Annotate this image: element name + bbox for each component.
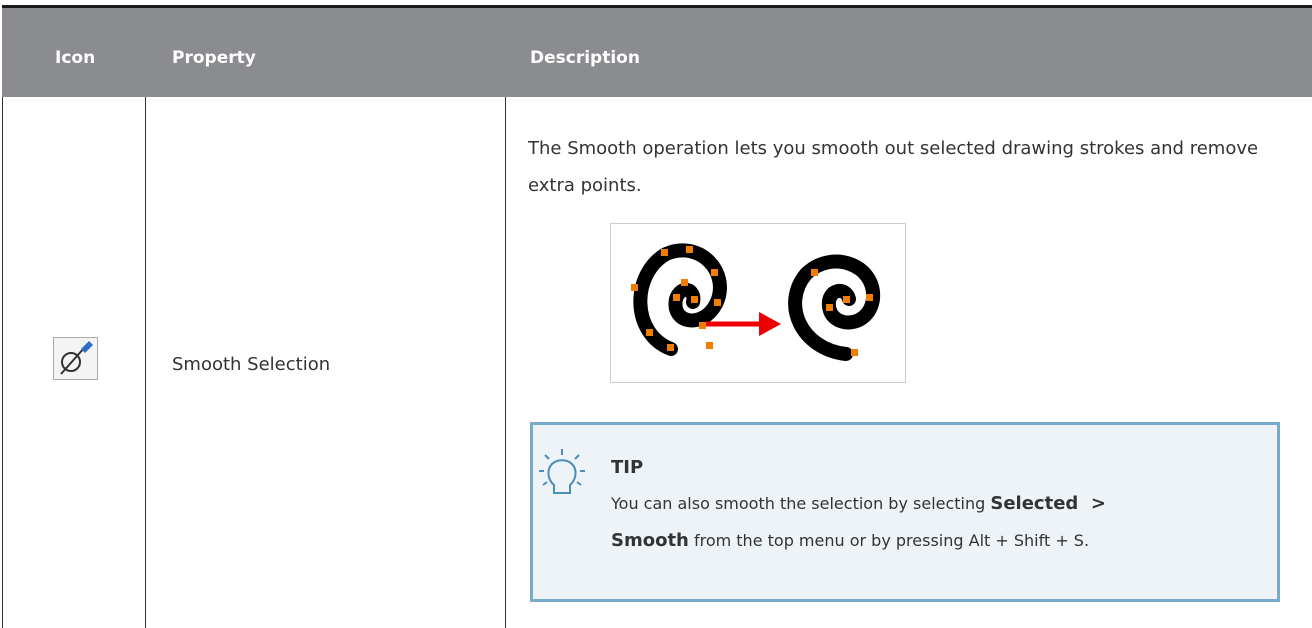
rays — [539, 449, 585, 486]
tip-icon — [539, 449, 585, 494]
column-header: Description — [530, 48, 640, 68]
icon-slash — [60, 346, 86, 375]
tool-icon — [53, 337, 98, 380]
column-header: Property — [172, 48, 256, 68]
tip-text: You can also smooth the selection by sel… — [611, 485, 1211, 559]
table-header: Icon Property Description — [2, 5, 1312, 97]
cell-border — [2, 97, 3, 628]
menu-path: Selected > — [990, 493, 1106, 514]
tip-segment: You can also smooth the selection by sel… — [611, 494, 991, 513]
cell-border — [145, 97, 146, 628]
points — [631, 246, 873, 356]
illustration-art — [631, 243, 881, 361]
spiral-after — [788, 254, 881, 361]
column-header: Icon — [55, 48, 96, 68]
arrow-head — [759, 312, 781, 336]
bulb — [547, 459, 577, 494]
illustration — [610, 223, 906, 383]
cell-border — [505, 97, 506, 628]
icon-circle — [61, 352, 81, 372]
property-name: Smooth Selection — [172, 354, 331, 375]
menu-item: Smooth — [611, 530, 689, 551]
tip-box: TIP You can also smooth the selection by… — [530, 422, 1280, 602]
icon-nib — [81, 341, 93, 353]
tip-segment: from the top menu or by pressing Alt + S… — [688, 531, 1090, 550]
tip-label: TIP — [611, 457, 644, 478]
description: The Smooth operation lets you smooth out… — [528, 138, 1259, 196]
